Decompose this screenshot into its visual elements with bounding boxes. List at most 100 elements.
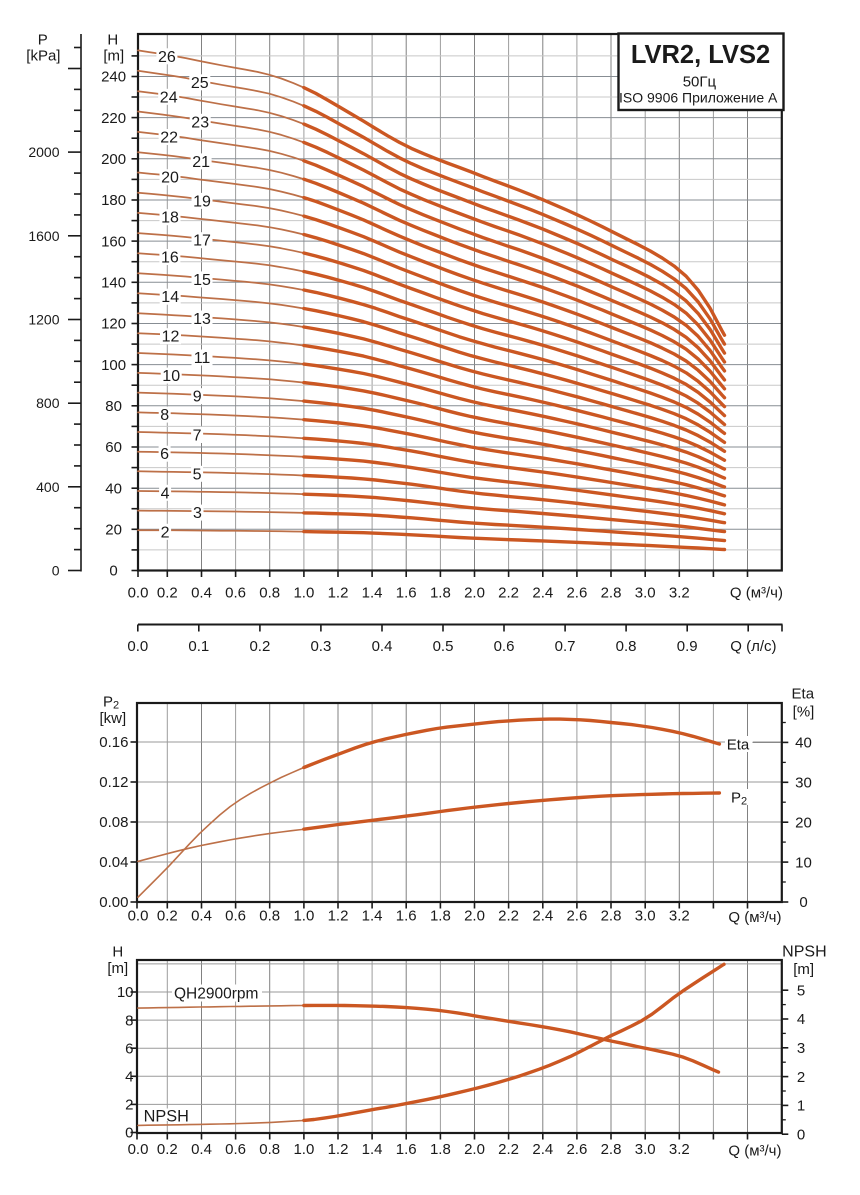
svg-text:0.12: 0.12 (99, 774, 128, 791)
svg-text:0.0: 0.0 (128, 908, 149, 925)
svg-text:20: 20 (795, 814, 812, 831)
svg-text:1.8: 1.8 (430, 908, 451, 925)
svg-text:0.0: 0.0 (127, 638, 148, 655)
svg-text:0.8: 0.8 (259, 908, 280, 925)
svg-text:25: 25 (191, 75, 209, 92)
svg-text:160: 160 (101, 233, 126, 250)
svg-text:40: 40 (795, 735, 812, 752)
svg-text:2: 2 (125, 1097, 133, 1114)
svg-text:1.4: 1.4 (362, 1141, 383, 1158)
svg-text:0.00: 0.00 (99, 894, 128, 911)
svg-text:1.6: 1.6 (396, 585, 417, 602)
svg-text:0: 0 (52, 563, 60, 579)
svg-text:15: 15 (193, 272, 211, 289)
svg-text:4: 4 (125, 1069, 133, 1086)
svg-text:1.0: 1.0 (293, 585, 314, 602)
svg-text:3.0: 3.0 (635, 585, 656, 602)
svg-text:0.5: 0.5 (433, 638, 454, 655)
svg-text:0.0: 0.0 (128, 1141, 149, 1158)
svg-text:6: 6 (160, 446, 169, 463)
svg-text:220: 220 (101, 110, 126, 127)
svg-text:[m]: [m] (103, 48, 124, 65)
svg-text:3.2: 3.2 (669, 908, 690, 925)
svg-text:1600: 1600 (28, 228, 59, 244)
svg-text:120: 120 (101, 316, 126, 333)
svg-text:17: 17 (193, 233, 211, 250)
svg-text:10: 10 (117, 984, 134, 1001)
svg-text:0.8: 0.8 (259, 1141, 280, 1158)
svg-text:20: 20 (105, 522, 122, 539)
svg-text:QH2900rpm: QH2900rpm (174, 985, 258, 1002)
svg-text:2: 2 (797, 1069, 805, 1086)
svg-text:24: 24 (160, 89, 178, 106)
svg-text:3.0: 3.0 (635, 908, 656, 925)
svg-text:0.4: 0.4 (372, 638, 393, 655)
svg-text:800: 800 (36, 395, 60, 411)
svg-text:26: 26 (158, 49, 176, 66)
svg-text:10: 10 (162, 368, 180, 385)
svg-text:2.2: 2.2 (498, 1141, 519, 1158)
svg-text:14: 14 (161, 289, 179, 306)
svg-text:H: H (112, 944, 123, 961)
svg-text:140: 140 (101, 275, 126, 292)
svg-text:[kPa]: [kPa] (26, 48, 60, 65)
svg-text:10: 10 (795, 854, 812, 871)
svg-text:0.6: 0.6 (225, 585, 246, 602)
svg-text:2: 2 (161, 524, 170, 541)
svg-text:7: 7 (193, 428, 202, 445)
svg-text:6: 6 (125, 1040, 133, 1057)
svg-text:40: 40 (105, 480, 122, 497)
svg-text:8: 8 (160, 407, 169, 424)
svg-text:1.0: 1.0 (293, 1141, 314, 1158)
svg-text:0.0: 0.0 (128, 585, 149, 602)
svg-text:2.0: 2.0 (464, 908, 485, 925)
svg-text:H: H (107, 32, 118, 49)
svg-text:3.2: 3.2 (669, 1141, 690, 1158)
svg-text:4: 4 (797, 1011, 805, 1028)
svg-text:12: 12 (162, 329, 180, 346)
svg-text:3: 3 (797, 1040, 805, 1057)
svg-text:1.6: 1.6 (396, 908, 417, 925)
svg-text:NPSH: NPSH (782, 944, 826, 961)
svg-text:1.8: 1.8 (430, 1141, 451, 1158)
svg-text:1.2: 1.2 (328, 1141, 349, 1158)
svg-text:180: 180 (101, 192, 126, 209)
svg-text:2.2: 2.2 (498, 908, 519, 925)
svg-text:50Гц: 50Гц (683, 73, 717, 90)
svg-text:3: 3 (193, 505, 202, 522)
svg-text:18: 18 (161, 210, 179, 227)
svg-text:Eta: Eta (792, 686, 815, 703)
svg-text:0.04: 0.04 (99, 854, 128, 871)
svg-text:2.8: 2.8 (601, 1141, 622, 1158)
svg-text:0: 0 (797, 1126, 805, 1143)
svg-text:16: 16 (161, 250, 179, 267)
svg-text:2.6: 2.6 (566, 585, 587, 602)
svg-text:0.4: 0.4 (191, 908, 212, 925)
svg-text:2.4: 2.4 (532, 585, 553, 602)
svg-text:1.4: 1.4 (362, 908, 383, 925)
svg-text:0.7: 0.7 (555, 638, 576, 655)
svg-text:Q (м³/ч): Q (м³/ч) (730, 585, 783, 602)
svg-text:0: 0 (799, 894, 807, 911)
svg-text:0.4: 0.4 (191, 1141, 212, 1158)
svg-text:22: 22 (160, 130, 178, 147)
svg-text:[%]: [%] (793, 704, 815, 721)
svg-text:LVR2, LVS2: LVR2, LVS2 (631, 41, 770, 69)
svg-text:2.4: 2.4 (532, 1141, 553, 1158)
svg-text:400: 400 (36, 479, 60, 495)
svg-text:4: 4 (161, 485, 170, 502)
svg-text:0.4: 0.4 (191, 585, 212, 602)
svg-text:Q (м³/ч): Q (м³/ч) (728, 1143, 781, 1160)
svg-text:21: 21 (192, 154, 210, 171)
svg-text:1: 1 (797, 1098, 805, 1115)
svg-text:19: 19 (193, 193, 211, 210)
svg-text:0.3: 0.3 (310, 638, 331, 655)
svg-text:100: 100 (101, 357, 126, 374)
svg-text:0: 0 (125, 1125, 133, 1142)
svg-text:200: 200 (101, 151, 126, 168)
svg-text:2.2: 2.2 (498, 585, 519, 602)
svg-text:P: P (38, 32, 48, 49)
svg-text:0.6: 0.6 (225, 908, 246, 925)
svg-text:0.2: 0.2 (157, 1141, 178, 1158)
svg-text:1.8: 1.8 (430, 585, 451, 602)
